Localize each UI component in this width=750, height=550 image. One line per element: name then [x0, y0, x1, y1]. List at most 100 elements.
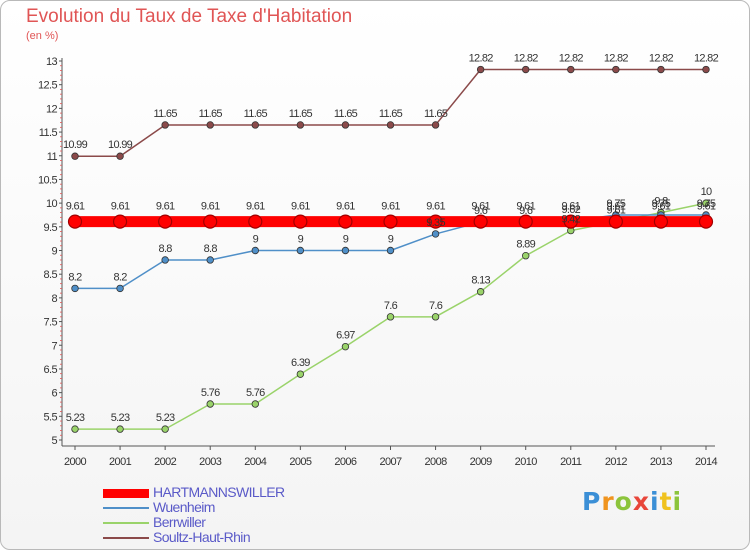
data-point-soultz-haut-rhin [251, 121, 259, 129]
data-point-berrwiller [296, 370, 305, 378]
data-point-berrwiller [206, 400, 214, 408]
y-tick-label: 6 [51, 388, 57, 400]
data-label-wuenheim: 9.62 [561, 204, 580, 216]
data-label-wuenheim: 9 [253, 234, 259, 246]
data-point-berrwiller [476, 288, 485, 296]
data-point-berrwiller [431, 313, 440, 321]
data-label-wuenheim: 9.75 [652, 198, 671, 210]
data-label-hartmannswiller: 9.61 [561, 201, 580, 213]
data-label-soultz-haut-rhin: 12.82 [604, 53, 629, 65]
chart-unit-label: (en %) [26, 30, 59, 42]
data-label-wuenheim: 9.75 [607, 198, 626, 210]
data-label-soultz-haut-rhin: 10.99 [63, 139, 88, 151]
legend-swatch [103, 537, 149, 539]
logo-letter: P [582, 487, 602, 516]
data-point-hartmannswiller [608, 214, 623, 229]
data-point-wuenheim [296, 246, 305, 255]
data-label-hartmannswiller: 9.61 [66, 201, 85, 213]
data-point-wuenheim [206, 256, 214, 264]
data-point-berrwiller [71, 425, 79, 433]
data-label-soultz-haut-rhin: 11.65 [289, 108, 313, 120]
data-label-berrwiller: 10 [701, 186, 712, 198]
legend-label: Berrwiller [153, 514, 206, 530]
y-tick-label: 7 [51, 340, 57, 352]
data-label-wuenheim: 9 [298, 234, 304, 246]
data-label-wuenheim: 9.75 [697, 198, 716, 210]
data-label-berrwiller: 6.39 [291, 357, 310, 369]
x-tick-label: 2001 [109, 456, 132, 468]
chart-axes: 5 5.5 6 6.5 7 7.5 8 8.5 9 9.5 10 10.5 11 11.5 12 12.5 13… [38, 56, 718, 468]
x-tick-label: 2012 [605, 456, 628, 468]
legend-label: Soultz-Haut-Rhin [153, 529, 251, 545]
logo-letter: x [632, 487, 650, 516]
data-label-berrwiller: 7.6 [429, 300, 443, 312]
data-label-hartmannswiller: 9.61 [652, 201, 671, 213]
chart-series [67, 65, 714, 433]
data-point-soultz-haut-rhin [476, 65, 485, 74]
legend-swatch [103, 488, 149, 498]
y-tick-label: 8 [51, 293, 57, 305]
data-label-berrwiller: 6.97 [336, 330, 355, 342]
data-label-hartmannswiller: 9.61 [201, 201, 220, 213]
data-label-soultz-haut-rhin: 11.65 [199, 108, 223, 120]
data-label-wuenheim: 9.6 [519, 205, 533, 217]
data-label-hartmannswiller: 9.61 [156, 201, 175, 213]
x-tick-label: 2011 [560, 456, 582, 468]
proxiti-logo: Proxiti [582, 487, 682, 516]
data-label-berrwiller: 5.76 [246, 387, 265, 399]
data-point-hartmannswiller [518, 214, 533, 229]
data-point-soultz-haut-rhin [71, 152, 79, 160]
data-point-hartmannswiller [563, 214, 578, 229]
y-tick-label: 10 [46, 198, 58, 210]
chart-data-labels: 10.99 10.99 11.65 11.65 11.65 11.65 11.65 11.65… [63, 53, 719, 425]
data-label-wuenheim: 9.6 [474, 205, 488, 217]
logo-letter: i [650, 487, 660, 516]
data-label-wuenheim: 8.2 [68, 271, 82, 283]
legend-label: HARTMANNSWILLER [153, 484, 285, 500]
data-point-berrwiller [522, 252, 530, 260]
data-point-wuenheim [71, 284, 79, 293]
x-tick-label: 2014 [695, 456, 718, 468]
y-tick-label: 11.5 [39, 127, 58, 139]
y-tick-label: 8.5 [44, 269, 58, 281]
data-point-hartmannswiller [158, 214, 173, 229]
data-point-berrwiller [341, 342, 350, 351]
x-tick-label: 2006 [334, 456, 357, 468]
data-point-soultz-haut-rhin [612, 65, 620, 74]
legend-label: Wuenheim [153, 499, 215, 515]
data-label-berrwiller: 8.13 [471, 275, 490, 287]
data-point-hartmannswiller [338, 214, 353, 229]
x-tick-label: 2005 [289, 456, 312, 468]
data-label-wuenheim: 9 [343, 234, 349, 246]
data-point-soultz-haut-rhin [206, 121, 214, 129]
x-tick-label: 2002 [154, 456, 177, 468]
data-point-soultz-haut-rhin [567, 65, 575, 74]
data-point-berrwiller [251, 400, 259, 408]
data-point-hartmannswiller [67, 214, 83, 229]
y-tick-label: 11 [47, 151, 58, 163]
data-point-hartmannswiller [428, 214, 443, 229]
data-point-hartmannswiller [112, 214, 128, 229]
data-point-wuenheim [386, 246, 395, 255]
data-label-hartmannswiller: 9.61 [697, 201, 716, 213]
data-point-soultz-haut-rhin [431, 121, 440, 129]
data-label-wuenheim: 8.8 [159, 243, 173, 255]
data-point-berrwiller [386, 313, 395, 321]
data-label-soultz-haut-rhin: 11.65 [424, 108, 448, 120]
data-point-soultz-haut-rhin [522, 65, 530, 74]
data-label-berrwiller: 9.61 [607, 205, 626, 217]
x-tick-label: 2004 [244, 456, 267, 468]
data-label-wuenheim: 8.8 [204, 243, 218, 255]
y-tick-label: 10.5 [38, 174, 57, 186]
data-label-wuenheim: 9 [388, 234, 394, 246]
logo-letter: r [601, 487, 615, 516]
data-point-hartmannswiller [203, 214, 218, 229]
data-point-soultz-haut-rhin [386, 121, 395, 129]
y-tick-label: 7.5 [44, 317, 58, 329]
x-tick-label: 2010 [515, 456, 538, 468]
x-tick-label: 2007 [379, 456, 402, 468]
data-label-soultz-haut-rhin: 11.65 [334, 108, 358, 120]
data-point-wuenheim [341, 246, 350, 255]
x-tick-label: 2009 [470, 456, 493, 468]
